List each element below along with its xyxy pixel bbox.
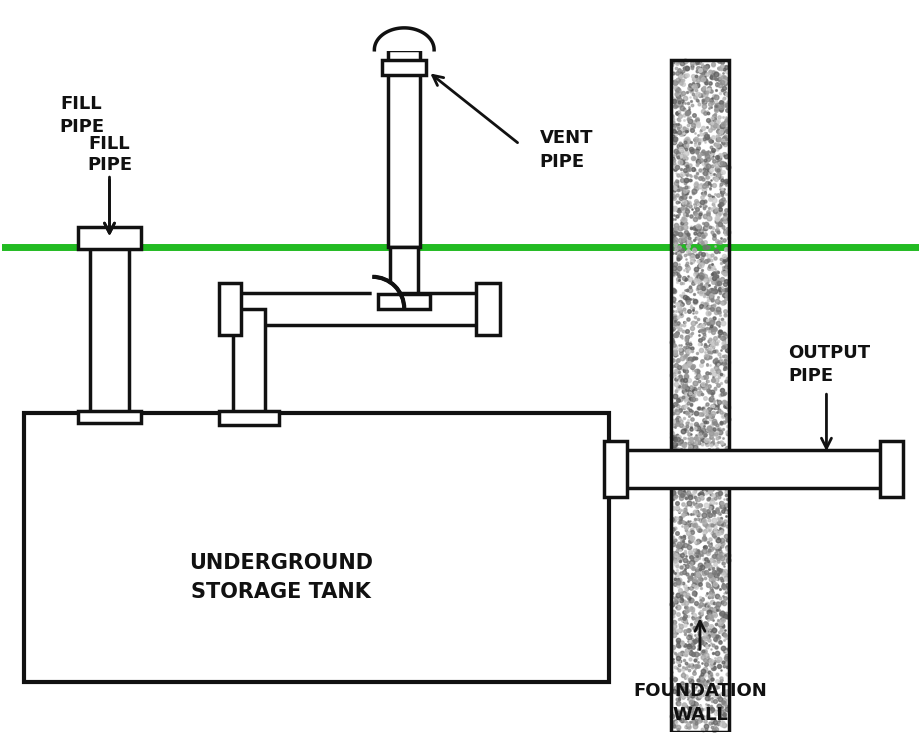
Polygon shape bbox=[372, 277, 404, 309]
Bar bbox=[476, 283, 500, 334]
Bar bbox=[880, 441, 904, 497]
Polygon shape bbox=[374, 28, 434, 50]
Bar bbox=[671, 60, 729, 732]
Bar bbox=[233, 309, 265, 413]
Text: VENT
PIPE: VENT PIPE bbox=[540, 129, 593, 171]
Text: OUTPUT
PIPE: OUTPUT PIPE bbox=[788, 343, 870, 385]
Text: FILL
PIPE: FILL PIPE bbox=[59, 95, 104, 136]
Bar bbox=[89, 229, 130, 413]
Bar bbox=[389, 50, 420, 247]
Bar bbox=[379, 294, 430, 309]
Bar bbox=[391, 247, 418, 309]
Bar bbox=[24, 413, 610, 682]
Bar bbox=[77, 227, 141, 249]
Bar bbox=[219, 283, 241, 334]
Text: FILL
PIPE: FILL PIPE bbox=[87, 135, 132, 233]
Text: FOUNDATION
WALL: FOUNDATION WALL bbox=[633, 682, 767, 724]
Bar bbox=[219, 412, 279, 426]
Bar bbox=[77, 412, 141, 423]
Bar bbox=[610, 450, 898, 488]
Bar bbox=[231, 293, 490, 325]
Text: UNDERGROUND
STORAGE TANK: UNDERGROUND STORAGE TANK bbox=[189, 553, 373, 603]
Bar bbox=[604, 441, 627, 497]
Bar bbox=[382, 60, 426, 75]
